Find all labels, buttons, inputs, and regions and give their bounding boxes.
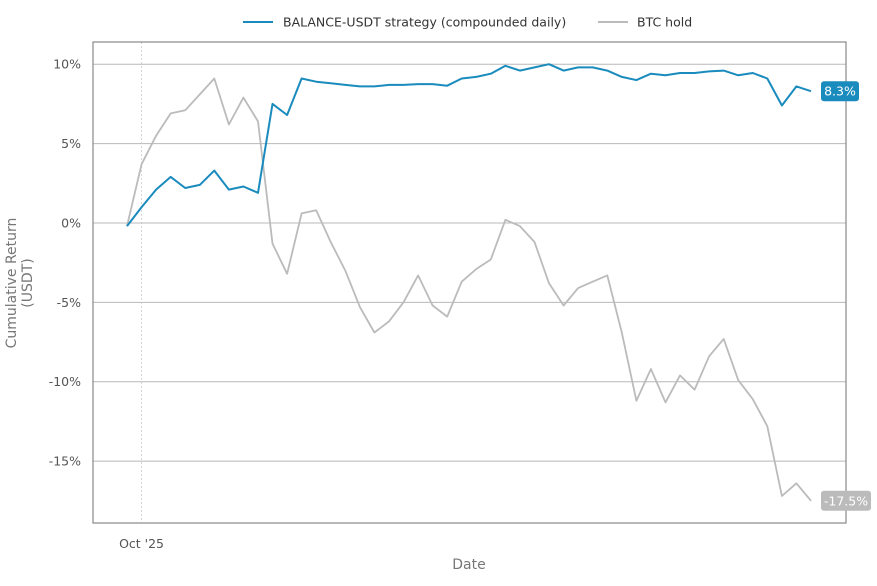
x-axis-label: Date [452,557,485,573]
legend-label-strategy: BALANCE-USDT strategy (compounded daily) [283,15,566,30]
y-axis-label-line: (USDT) [20,258,36,307]
y-axis-label-line: Cumulative Return [4,218,20,349]
plot-frame [93,42,846,523]
y-tick-label: 5% [61,136,81,151]
legend-label-btc: BTC hold [637,15,692,30]
x-tick-label: Oct '25 [119,536,164,551]
y-tick-label: -5% [57,295,81,310]
x-axis-ticks: Oct '25 [119,42,164,551]
y-tick-label: -15% [49,454,81,469]
legend: BALANCE-USDT strategy (compounded daily)… [243,15,692,30]
gridlines [93,64,846,461]
y-axis-label: Cumulative Return(USDT) [4,218,36,349]
series-line-btc-hold [127,79,811,501]
y-tick-label: 0% [61,215,81,230]
y-tick-label: -10% [49,374,81,389]
end-value-label: 8.3% [824,84,856,99]
end-value-label: -17.5% [824,493,868,508]
y-tick-label: 10% [53,57,81,72]
y-axis-ticks: 10% 5% 0% -5% -10% -15% [49,57,81,469]
series-line-strategy [127,64,811,226]
